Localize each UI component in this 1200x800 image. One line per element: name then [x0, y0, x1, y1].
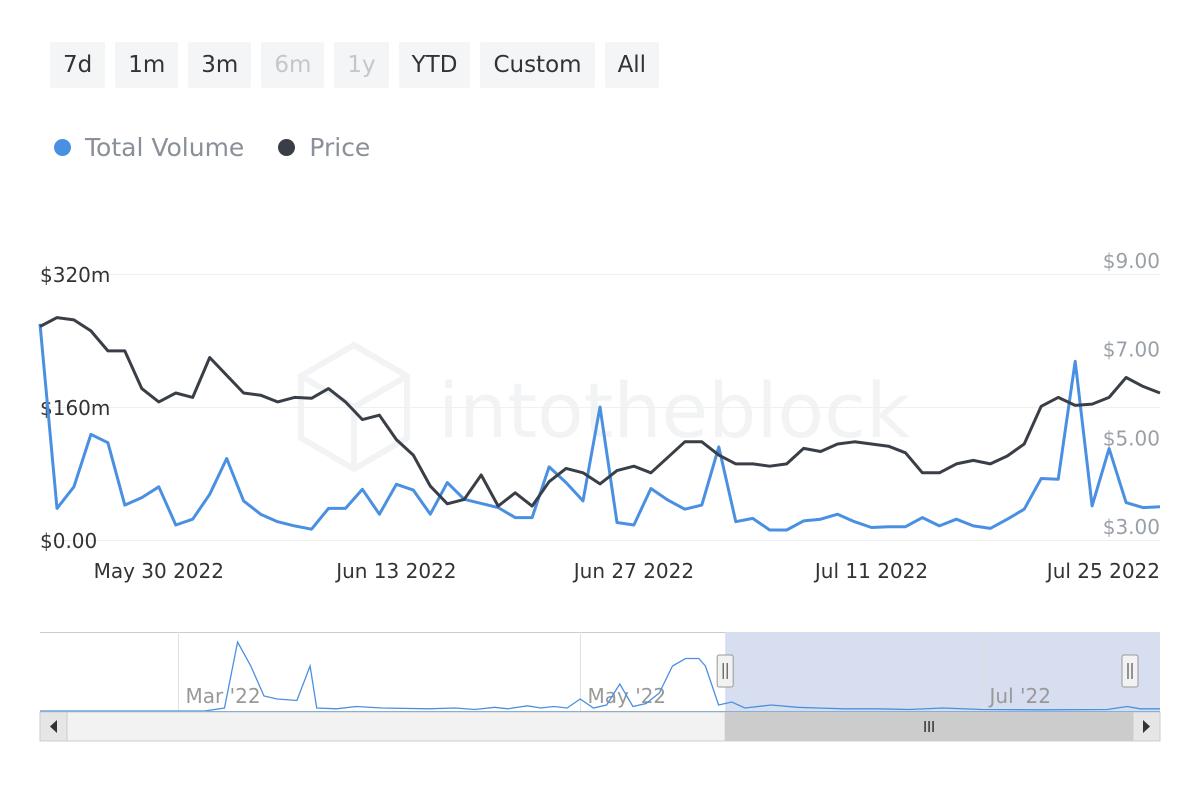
navigator-handle-left[interactable] [716, 654, 734, 688]
left-axis-tick-label: $0.00 [40, 529, 97, 553]
chart-legend: Total Volume Price [54, 133, 370, 162]
range-button-custom[interactable]: Custom [480, 42, 595, 88]
navigator-date-label: Jul '22 [988, 684, 1051, 708]
legend-dot-price [278, 139, 296, 156]
range-button-ytd[interactable]: YTD [398, 42, 471, 88]
range-button-3m[interactable]: 3m [188, 42, 252, 88]
left-axis-tick-label: $160m [40, 396, 110, 420]
range-button-all[interactable]: All [604, 42, 660, 88]
price-series[interactable] [39, 316, 1161, 508]
range-button-1m[interactable]: 1m [115, 42, 179, 88]
volume-series[interactable] [38, 323, 1161, 532]
navigator-labels: Mar '22 May '22 Jul '22 [186, 684, 1051, 708]
left-axis-tick-label: $320m [40, 263, 110, 287]
legend-item-price[interactable]: Price [278, 133, 370, 162]
range-button-1y: 1y [334, 42, 389, 88]
x-axis-tick-label: Jul 25 2022 [1045, 559, 1160, 583]
range-selector: 7d 1m 3m 6m 1y YTD Custom All [50, 42, 660, 88]
x-axis-tick-label: May 30 2022 [94, 559, 224, 583]
navigator-handle-grip[interactable] [716, 654, 734, 688]
legend-label-price: Price [309, 133, 371, 162]
x-axis-tick-label: Jun 13 2022 [334, 559, 456, 583]
right-axis-tick-label: $3.00 [1103, 515, 1160, 539]
navigator-volume-line [40, 640, 1160, 712]
range-button-6m: 6m [261, 42, 325, 88]
x-axis: May 30 2022 Jun 13 2022 Jun 27 2022 Jul 11 … [94, 559, 1160, 583]
right-axis-tick-label: $5.00 [1103, 426, 1160, 450]
scroll-left-arrow-icon [50, 720, 57, 733]
legend-label-volume: Total Volume [85, 133, 245, 162]
right-axis-tick-label: $9.00 [1103, 249, 1160, 273]
navigator-date-label: Mar '22 [186, 684, 261, 708]
navigator: Mar '22 May '22 Jul '22 [40, 632, 1160, 712]
navigator-handle-grip[interactable] [1121, 654, 1139, 688]
scrollbar [39, 711, 1161, 742]
navigator-selection[interactable] [725, 632, 1160, 712]
right-axis: $3.00 $5.00 $7.00 $9.00 [1103, 249, 1160, 539]
x-axis-tick-label: Jun 27 2022 [572, 559, 694, 583]
legend-item-volume[interactable]: Total Volume [54, 133, 244, 162]
series-layer [38, 316, 1161, 532]
navigator-handle-right[interactable] [1121, 654, 1139, 688]
legend-dot-volume [54, 139, 71, 156]
watermark-text: intotheblock [438, 366, 910, 455]
x-axis-tick-label: Jul 11 2022 [813, 559, 928, 583]
scrollbar-grip-icon [924, 721, 934, 732]
right-axis-tick-label: $7.00 [1103, 338, 1160, 362]
range-button-7d[interactable]: 7d [50, 42, 106, 88]
scroll-right-arrow-icon [1143, 720, 1150, 733]
left-axis: $0.00 $160m $320m [40, 263, 110, 553]
watermark: intotheblock [298, 341, 910, 473]
